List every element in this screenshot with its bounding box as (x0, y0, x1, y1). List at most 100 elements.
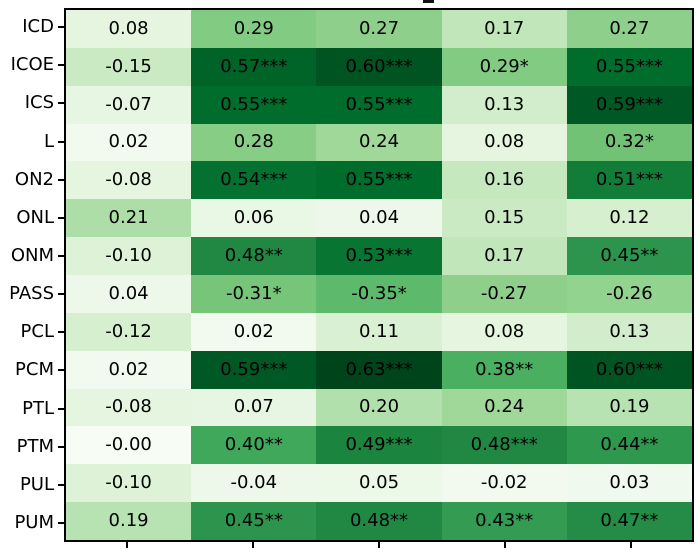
cropped-title-fragment (423, 0, 434, 3)
heatmap-cell: -0.10 (66, 464, 192, 503)
y-tick (58, 140, 64, 143)
x-tick (378, 542, 380, 548)
heatmap-cell: 0.55*** (566, 47, 692, 86)
y-tick (58, 483, 64, 486)
heatmap-cell: 0.03 (566, 464, 692, 503)
heatmap-cell: 0.29* (441, 47, 567, 86)
heatmap-cell: -0.35* (316, 275, 442, 313)
x-tick (504, 542, 506, 548)
heatmap-cell: 0.08 (441, 123, 567, 162)
heatmap-cell: 0.19 (66, 502, 192, 540)
heatmap-cell: -0.08 (66, 388, 192, 427)
x-tick (630, 542, 632, 548)
y-tick (58, 521, 64, 524)
heatmap-cell: -0.31* (191, 275, 317, 313)
heatmap-cell: 0.13 (441, 85, 567, 124)
y-tick-label: PUL (19, 473, 54, 495)
y-tick (58, 216, 64, 219)
heatmap-cell: 0.27 (316, 10, 442, 48)
heatmap-cell: 0.21 (66, 199, 192, 238)
y-tick-label: ONM (10, 244, 54, 266)
heatmap-cell: 0.49*** (316, 426, 442, 465)
heatmap-cell: 0.20 (316, 388, 442, 427)
heatmap-cell: -0.15 (66, 47, 192, 86)
y-tick-label: ON2 (14, 168, 54, 190)
y-tick (58, 64, 64, 67)
heatmap-cell: 0.04 (66, 275, 192, 313)
heatmap-cell: 0.02 (66, 123, 192, 162)
y-tick-label: ICOE (10, 54, 54, 76)
heatmap-cell: 0.19 (566, 388, 692, 427)
heatmap-cell: 0.02 (191, 312, 317, 351)
heatmap-cell: 0.48** (191, 237, 317, 275)
heatmap-cell: -0.26 (566, 275, 692, 313)
y-tick-label: ICD (22, 16, 54, 38)
heatmap-cell: 0.04 (316, 199, 442, 238)
heatmap-cell: 0.47** (566, 502, 692, 540)
heatmap-cell: 0.12 (566, 199, 692, 238)
heatmap-cell: 0.08 (441, 312, 567, 351)
heatmap-cell: -0.07 (66, 85, 192, 124)
y-tick-label: L (43, 130, 54, 152)
x-tick (126, 542, 128, 548)
heatmap-cell: 0.55*** (191, 85, 317, 124)
heatmap-cell: -0.00 (66, 426, 192, 465)
heatmap-cell: 0.28 (191, 123, 317, 162)
heatmap-cell: 0.11 (316, 312, 442, 351)
heatmap-cell: 0.38** (441, 350, 567, 389)
heatmap-cell: 0.27 (566, 10, 692, 48)
heatmap-cell: 0.48*** (441, 426, 567, 465)
heatmap-cell: -0.02 (441, 464, 567, 503)
heatmap-cell: -0.12 (66, 312, 192, 351)
heatmap-cell: 0.60*** (316, 47, 442, 86)
y-tick (58, 102, 64, 105)
heatmap-cell: 0.29 (191, 10, 317, 48)
heatmap-cell: 0.45** (191, 502, 317, 540)
heatmap-cell: 0.07 (191, 388, 317, 427)
y-tick (58, 445, 64, 448)
heatmap-cell: 0.17 (441, 10, 567, 48)
y-tick (58, 293, 64, 296)
heatmap-cell: 0.59*** (191, 350, 317, 389)
heatmap-cell: 0.32* (566, 123, 692, 162)
heatmap-cell: 0.51*** (566, 161, 692, 200)
y-tick-label: PCL (20, 321, 54, 343)
heatmap-cell: -0.08 (66, 161, 192, 200)
heatmap-cell: 0.15 (441, 199, 567, 238)
heatmap-cell: 0.17 (441, 237, 567, 275)
heatmap-cell: 0.16 (441, 161, 567, 200)
y-tick-label: ICS (24, 92, 54, 114)
heatmap-cell: 0.48** (316, 502, 442, 540)
y-tick (58, 254, 64, 257)
heatmap-cell: 0.05 (316, 464, 442, 503)
heatmap-cell: 0.06 (191, 199, 317, 238)
y-tick-label: ONL (16, 206, 54, 228)
heatmap-cell: 0.57*** (191, 47, 317, 86)
heatmap-cell: 0.55*** (316, 161, 442, 200)
heatmap-cell: 0.40** (191, 426, 317, 465)
heatmap-cell: 0.45** (566, 237, 692, 275)
heatmap-cell: 0.24 (441, 388, 567, 427)
heatmap-cell: -0.27 (441, 275, 567, 313)
y-tick-label: PTL (22, 397, 54, 419)
heatmap-cell: 0.60*** (566, 350, 692, 389)
heatmap: 0.08 0.29 0.27 0.17 0.27 -0.15 0.57*** 0.60*** 0… (64, 8, 694, 542)
heatmap-cell: -0.10 (66, 237, 192, 275)
y-tick (58, 331, 64, 334)
heatmap-cell: 0.59*** (566, 85, 692, 124)
heatmap-cell: 0.55*** (316, 85, 442, 124)
y-tick (58, 407, 64, 410)
x-tick (252, 542, 254, 548)
y-tick-label: PASS (9, 283, 54, 305)
y-tick-label: PTM (16, 435, 54, 457)
heatmap-cell: 0.24 (316, 123, 442, 162)
heatmap-cell: 0.44** (566, 426, 692, 465)
heatmap-cell: 0.08 (66, 10, 192, 48)
y-tick (58, 178, 64, 181)
heatmap-cell: 0.53*** (316, 237, 442, 275)
y-tick-label: PUM (14, 511, 54, 533)
heatmap-cell: 0.63*** (316, 350, 442, 389)
heatmap-cell: 0.54*** (191, 161, 317, 200)
y-tick (58, 369, 64, 372)
